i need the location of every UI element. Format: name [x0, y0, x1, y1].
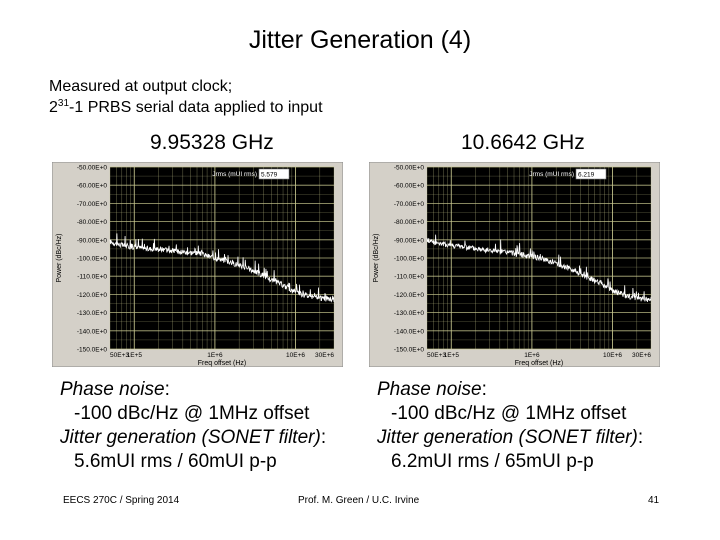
y-tick-label: -120.0E+0	[394, 292, 425, 299]
y-tick-label: -60.00E+0	[394, 183, 425, 190]
x-axis-label: Freq offset (Hz)	[198, 360, 247, 367]
x-tick-label: 1E+5	[444, 352, 460, 359]
panel-2-jitter-value: 6.2mUI rms / 65mUI p-p	[391, 451, 594, 472]
phase-noise-trace	[426, 234, 652, 303]
y-tick-label: -130.0E+0	[77, 310, 108, 317]
y-tick-label: -80.00E+0	[394, 219, 425, 226]
y-axis-label: Power (dBc/Hz)	[56, 233, 63, 282]
y-tick-label: -110.0E+0	[394, 274, 424, 281]
panel-1-results: Phase noise: -100 dBc/Hz @ 1MHz offset J…	[60, 378, 326, 474]
x-axis-label: Freq offset (Hz)	[515, 360, 564, 367]
slide-title: Jitter Generation (4)	[248, 26, 472, 54]
x-tick-label: 1E+6	[207, 352, 223, 359]
panel-2-phase-noise-heading: Phase noise:	[377, 379, 487, 400]
y-tick-label: -150.0E+0	[77, 347, 108, 354]
y-tick-label: -140.0E+0	[394, 328, 425, 335]
panel-1-phase-noise-heading: Phase noise:	[60, 379, 170, 400]
subtitle-line-1: Measured at output clock;	[49, 78, 233, 95]
x-tick-label: 50E+3	[427, 352, 446, 359]
readout-box	[575, 168, 607, 180]
panel-2-jitter-heading: Jitter generation (SONET filter):	[377, 427, 644, 448]
y-tick-label: -50.00E+0	[394, 165, 425, 172]
y-tick-label: -120.0E+0	[77, 292, 108, 299]
x-tick-label: 30E+6	[315, 352, 334, 359]
y-tick-label: -100.0E+0	[77, 256, 108, 263]
panel-1-jitter-value: 5.6mUI rms / 60mUI p-p	[74, 451, 277, 472]
phase-noise-trace	[109, 233, 335, 303]
x-tick-label: 10E+6	[603, 352, 622, 359]
phase-noise-plot-2-svg: -50.00E+0 -60.00E+0 -70.00E+0 -80.00E+0 -90.…	[369, 162, 660, 367]
y-tick-label: -110.0E+0	[77, 274, 107, 281]
x-tick-label: 10E+6	[286, 352, 305, 359]
phase-noise-plot-1: -50.00E+0 -60.00E+0 -70.00E+0 -80.00E+0 -90.…	[52, 162, 343, 367]
subtitle-line-2: 231-1 PRBS serial data applied to input	[49, 97, 323, 118]
y-tick-label: -140.0E+0	[77, 328, 108, 335]
readout-box	[258, 168, 290, 180]
x-tick-label: 50E+3	[110, 352, 129, 359]
page-number: 41	[648, 495, 660, 506]
y-tick-label: -100.0E+0	[394, 256, 425, 263]
phase-noise-plot-2: -50.00E+0 -60.00E+0 -70.00E+0 -80.00E+0 -90.…	[369, 162, 660, 367]
y-axis-label: Power (dBc/Hz)	[373, 233, 380, 282]
panel-2-frequency: 10.6642 GHz	[461, 131, 585, 154]
readout-label: Jrms (mUI rms)	[529, 171, 574, 178]
footer-course: EECS 270C / Spring 2014	[63, 495, 180, 506]
y-tick-label: -80.00E+0	[77, 219, 108, 226]
panel-1-frequency: 9.95328 GHz	[150, 131, 274, 154]
x-tick-label: 1E+6	[524, 352, 540, 359]
panel-2-results: Phase noise: -100 dBc/Hz @ 1MHz offset J…	[377, 378, 643, 474]
subtitle-base: 2	[49, 99, 58, 116]
x-tick-label: 1E+5	[127, 352, 143, 359]
footer-author: Prof. M. Green / U.C. Irvine	[298, 495, 420, 506]
readout-label: Jrms (mUI rms)	[212, 171, 257, 178]
readout-value: 5.579	[261, 172, 278, 179]
phase-noise-plot-1-svg: -50.00E+0 -60.00E+0 -70.00E+0 -80.00E+0 -90.…	[52, 162, 343, 367]
y-tick-label: -70.00E+0	[77, 201, 108, 208]
y-tick-label: -70.00E+0	[394, 201, 425, 208]
y-tick-label: -150.0E+0	[394, 347, 425, 354]
x-tick-label: 30E+6	[632, 352, 651, 359]
panel-2-phase-noise-value: -100 dBc/Hz @ 1MHz offset	[391, 403, 627, 424]
subtitle-exponent: 31	[57, 98, 70, 109]
readout-value: 6.219	[578, 172, 595, 179]
y-tick-label: -90.00E+0	[77, 237, 108, 244]
panel-1-jitter-heading: Jitter generation (SONET filter):	[60, 427, 327, 448]
subtitle-rest: -1 PRBS serial data applied to input	[69, 99, 323, 116]
y-tick-label: -130.0E+0	[394, 310, 425, 317]
slide-subtitle: Measured at output clock; 231-1 PRBS ser…	[49, 76, 323, 118]
panel-1-phase-noise-value: -100 dBc/Hz @ 1MHz offset	[74, 403, 310, 424]
y-tick-label: -90.00E+0	[394, 237, 425, 244]
y-tick-label: -60.00E+0	[77, 183, 108, 190]
y-tick-label: -50.00E+0	[77, 165, 108, 172]
